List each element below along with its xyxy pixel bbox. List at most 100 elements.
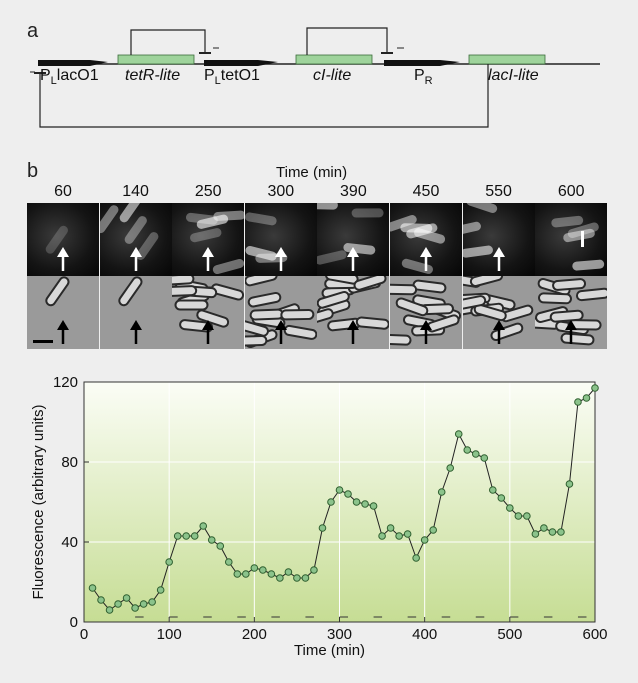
data-point [233, 570, 242, 578]
phase-contrast-frame [535, 276, 608, 349]
data-point [88, 584, 97, 592]
data-point [242, 570, 250, 578]
data-point [514, 512, 523, 520]
data-point [148, 598, 156, 606]
gene-label-ci: cI-lite [313, 67, 352, 84]
gene-label-laci: lacI-lite [488, 67, 539, 84]
repression-line-laci [39, 64, 489, 128]
data-point [122, 594, 131, 602]
phase-contrast-frame [244, 276, 317, 349]
data-point [471, 450, 480, 458]
x-tick-label: 0 [80, 626, 88, 643]
data-point [156, 586, 165, 594]
data-point [480, 454, 489, 462]
data-point [327, 498, 335, 506]
cell-arrow-icon [57, 247, 69, 271]
data-point [591, 384, 599, 392]
data-point [582, 394, 591, 402]
vertical-marker [581, 231, 585, 247]
time-point-label: 600 [557, 183, 585, 200]
data-point [497, 494, 506, 502]
data-point [395, 532, 403, 540]
x-tick-label: 200 [242, 626, 267, 643]
promoter-label-placo1: PLlacO1 [40, 67, 99, 88]
data-point [267, 570, 276, 578]
cell-arrow-icon [202, 320, 215, 344]
scale-bar [33, 340, 53, 343]
y-tick-label: 40 [61, 534, 78, 551]
promoter-label-pr: PR [414, 67, 433, 88]
data-point [114, 600, 122, 608]
data-point [105, 606, 114, 614]
repression-line-tetr [130, 29, 206, 55]
gene-box-laci [468, 54, 546, 65]
data-point [310, 566, 318, 574]
data-point [557, 528, 565, 536]
phase-contrast-frame [172, 276, 245, 349]
data-point [420, 536, 429, 544]
data-point [565, 480, 574, 488]
phase-contrast-frame [390, 276, 462, 349]
phase-contrast-frame [27, 276, 99, 349]
data-point [548, 528, 557, 536]
time-point-label: 450 [412, 183, 440, 200]
data-point [361, 500, 369, 508]
data-point [224, 558, 233, 566]
x-tick-label: 300 [327, 626, 352, 643]
data-point [403, 530, 412, 538]
data-point [369, 502, 378, 510]
data-point [139, 600, 148, 608]
data-point [540, 524, 548, 532]
x-tick-label: 600 [582, 626, 607, 643]
time-point-label: 390 [340, 183, 367, 200]
y-tick-label: 80 [61, 454, 78, 471]
gene-label-tetr: tetR-lite [125, 67, 181, 84]
data-point [344, 490, 352, 498]
data-point [284, 568, 293, 576]
promoter-label-ptet: PLtetO1 [204, 67, 260, 88]
data-point [276, 574, 284, 582]
data-point [454, 430, 463, 438]
cell-arrow-icon [420, 247, 432, 271]
fluorescence-frame [244, 203, 317, 276]
time-point-label: 300 [267, 183, 295, 200]
x-axis-label: Time (min) [294, 642, 365, 659]
data-point [446, 464, 455, 472]
panel-a-label: a [27, 20, 39, 42]
data-point [301, 574, 310, 582]
data-point [250, 564, 259, 572]
promoter-arrow-3 [384, 60, 460, 66]
data-point [574, 398, 582, 406]
data-point [182, 532, 190, 540]
data-point [429, 526, 437, 534]
cell-arrow-icon [274, 247, 287, 271]
promoter-arrow-1 [38, 60, 108, 66]
data-point [199, 522, 208, 530]
fluorescence-frame [462, 203, 535, 276]
data-point [165, 558, 173, 566]
data-point [207, 536, 216, 544]
x-tick-label: 400 [412, 626, 437, 643]
data-point [131, 604, 139, 612]
x-tick-label: 100 [157, 626, 182, 643]
time-point-label: 550 [485, 183, 512, 200]
data-point [352, 498, 361, 506]
promoter-arrow-2 [204, 60, 278, 66]
time-point-label: 60 [54, 183, 72, 200]
y-axis-label: Fluorescence (arbitrary units) [30, 404, 47, 599]
phase-contrast-frame [462, 276, 535, 349]
fluorescence-frame [390, 203, 462, 276]
fluorescence-chart: 0 100 200 300 400 500 600 0 40 80 120 Time (min) Flu… [30, 374, 608, 659]
data-point [523, 512, 531, 520]
fluorescence-frame [535, 203, 608, 276]
fluorescence-frame [172, 203, 245, 276]
data-point [463, 446, 472, 454]
gene-box-ci [295, 54, 373, 65]
cell-arrow-icon [274, 320, 287, 344]
cell-arrow-icon [347, 320, 360, 344]
cell-arrow-icon [492, 320, 505, 344]
data-point [259, 566, 267, 574]
data-point [378, 532, 386, 540]
data-point [531, 530, 540, 538]
time-axis-title: Time (min) [276, 164, 348, 181]
